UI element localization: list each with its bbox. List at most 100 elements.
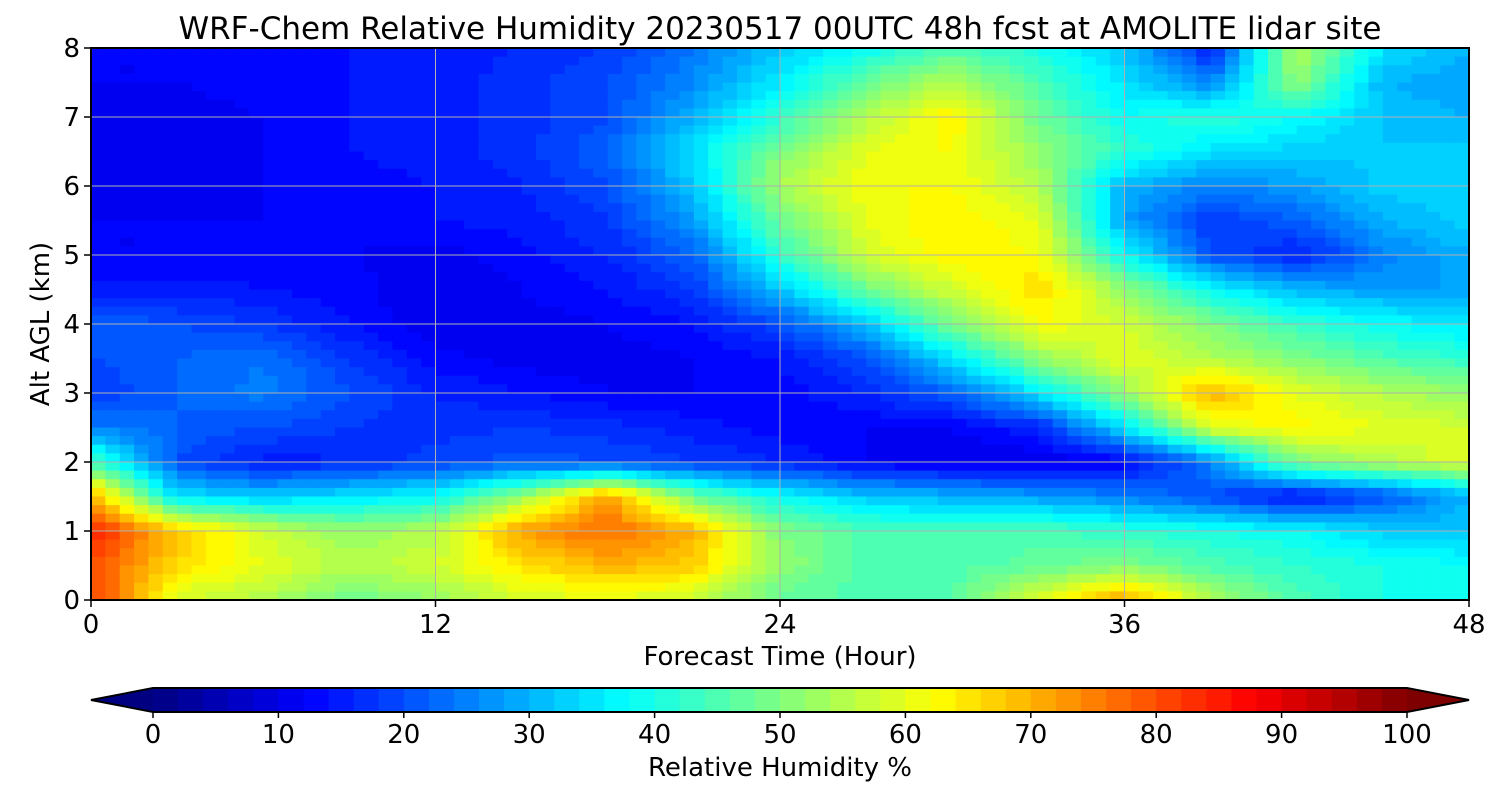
heatmap-cell (937, 255, 953, 265)
heatmap-cell (134, 99, 150, 109)
heatmap-cell (780, 332, 795, 342)
heatmap-cell (134, 349, 150, 360)
heatmap-cell (708, 220, 724, 230)
heatmap-cell (1339, 82, 1355, 92)
heatmap-cell (1368, 82, 1384, 92)
heatmap-cell (1124, 263, 1140, 273)
heatmap-cell (277, 211, 293, 222)
heatmap-cell (894, 470, 910, 480)
heatmap-cell (937, 48, 953, 58)
heatmap-cell (234, 436, 250, 446)
heatmap-cell (794, 65, 810, 75)
heatmap-cell (263, 341, 279, 351)
heatmap-cell (392, 91, 408, 101)
heatmap-cell (105, 324, 121, 334)
heatmap-cell (880, 255, 896, 265)
heatmap-cell (205, 306, 221, 316)
heatmap-cell (1196, 65, 1212, 75)
heatmap-cell (507, 142, 523, 153)
heatmap-cell (191, 160, 207, 170)
heatmap-cell (622, 194, 638, 204)
heatmap-cell (521, 263, 537, 273)
heatmap-cell (1239, 349, 1255, 360)
heatmap-cell (1038, 91, 1054, 101)
heatmap-cell (162, 401, 178, 411)
heatmap-cell (593, 142, 609, 153)
heatmap-cell (851, 246, 867, 256)
heatmap-cell (1167, 73, 1183, 84)
heatmap-cell (1110, 229, 1126, 239)
heatmap-cell (449, 324, 465, 334)
heatmap-cell (464, 280, 480, 291)
heatmap-cell (722, 203, 738, 213)
heatmap-cell (808, 194, 824, 204)
heatmap-cell (1253, 410, 1269, 420)
heatmap-cell (1253, 65, 1269, 75)
heatmap-cell (722, 272, 738, 282)
heatmap-cell (449, 306, 465, 316)
heatmap-cell (622, 393, 638, 403)
heatmap-cell (593, 462, 609, 472)
heatmap-cell (665, 237, 681, 247)
heatmap-cell (507, 160, 523, 170)
heatmap-cell (234, 393, 250, 403)
heatmap-cell (1038, 108, 1054, 118)
heatmap-cell (521, 82, 537, 92)
heatmap-cell (851, 194, 867, 204)
heatmap-cell (708, 306, 724, 316)
heatmap-cell (837, 289, 853, 299)
heatmap-cell (1067, 177, 1083, 187)
heatmap-cell (148, 487, 164, 498)
heatmap-cell (363, 211, 379, 222)
heatmap-cell (134, 436, 150, 446)
heatmap-cell (794, 453, 810, 463)
heatmap-cell (378, 229, 394, 239)
heatmap-cell (234, 272, 250, 282)
heatmap-cell (1009, 203, 1025, 213)
heatmap-cell (335, 177, 350, 187)
heatmap-cell (349, 82, 365, 92)
heatmap-cell (1382, 255, 1398, 265)
heatmap-cell (1009, 453, 1025, 463)
heatmap-cell (937, 56, 953, 66)
heatmap-cell (507, 125, 523, 135)
heatmap-cell (866, 315, 882, 325)
heatmap-cell (665, 220, 681, 230)
heatmap-cell (421, 168, 437, 178)
heatmap-cell (349, 470, 365, 480)
heatmap-cell (1368, 444, 1384, 454)
heatmap-cell (521, 142, 537, 153)
heatmap-cell (780, 194, 795, 204)
heatmap-cell (751, 298, 767, 308)
heatmap-cell (679, 255, 695, 265)
heatmap-cell (1181, 211, 1197, 222)
heatmap-cell (1397, 487, 1413, 498)
heatmap-cell (291, 298, 307, 308)
heatmap-cell (1239, 298, 1255, 308)
heatmap-cell (1110, 151, 1126, 161)
heatmap-cell (1239, 453, 1255, 463)
heatmap-cell (693, 375, 709, 385)
heatmap-cell (708, 393, 724, 403)
heatmap-cell (1052, 324, 1068, 334)
heatmap-cell (306, 289, 322, 299)
heatmap-cell (550, 315, 566, 325)
heatmap-cell (492, 125, 508, 135)
heatmap-cell (1009, 186, 1025, 196)
heatmap-cell (1038, 418, 1054, 429)
heatmap-cell (1411, 134, 1427, 144)
heatmap-cell (105, 462, 121, 472)
heatmap-cell (492, 99, 508, 109)
heatmap-cell (1253, 272, 1269, 282)
heatmap-cell (1282, 229, 1298, 239)
heatmap-cell (736, 349, 752, 360)
heatmap-cell (607, 65, 623, 75)
heatmap-cell (335, 436, 350, 446)
heatmap-cell (435, 349, 451, 360)
heatmap-cell (1282, 298, 1298, 308)
heatmap-cell (937, 263, 953, 273)
heatmap-cell (464, 73, 480, 84)
heatmap-cell (607, 177, 623, 187)
heatmap-cell (105, 349, 121, 360)
heatmap-cell (1138, 462, 1154, 472)
